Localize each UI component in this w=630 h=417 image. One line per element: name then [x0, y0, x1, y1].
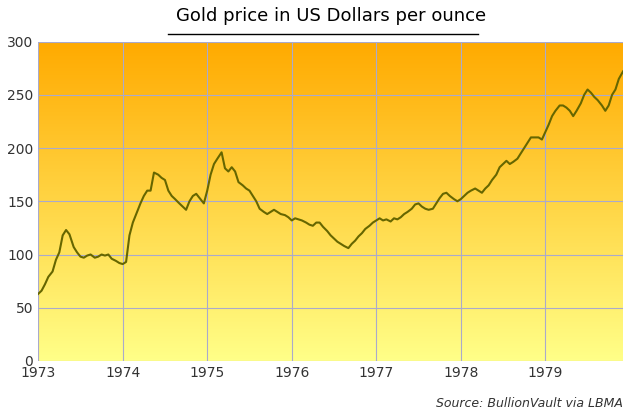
- Text: Gold price in US Dollars per ounce: Gold price in US Dollars per ounce: [176, 7, 486, 25]
- Text: Source: BullionVault via LBMA: Source: BullionVault via LBMA: [436, 397, 623, 410]
